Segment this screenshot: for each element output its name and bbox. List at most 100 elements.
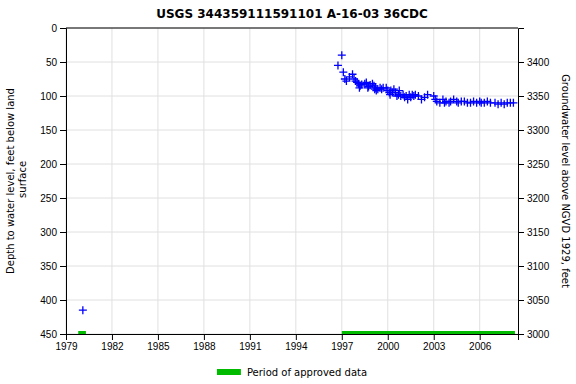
tick: 1991: [239, 334, 262, 352]
tick-mark: [60, 232, 66, 233]
legend: Period of approved data: [217, 367, 367, 378]
y-axis-label-line: surface: [17, 161, 28, 201]
legend-item: Period of approved data: [217, 367, 367, 378]
series: [78, 334, 515, 335]
tick-label: 1997: [331, 341, 354, 352]
tick-label: 3100: [527, 261, 550, 272]
tick-label: 450: [40, 329, 57, 340]
plot-area: 1979198219851988199119941997200020032006…: [5, 23, 571, 352]
tick: 1994: [285, 334, 308, 352]
legend-label: Period of approved data: [247, 367, 367, 378]
tick: 200: [40, 159, 66, 170]
grid-line-x: [479, 28, 480, 334]
axis-line: [60, 29, 67, 335]
legend-swatch: [217, 369, 241, 375]
grid-line-x: [157, 28, 158, 334]
tick-mark: [60, 164, 66, 165]
grid-line-y: [66, 232, 518, 233]
plus-marker: [476, 97, 484, 105]
tick: 0: [51, 23, 66, 34]
tick-label: 3150: [527, 227, 550, 238]
tick-mark: [60, 62, 66, 63]
plus-marker: [338, 51, 346, 59]
tick-label: 3050: [527, 295, 550, 306]
tick: 3400: [518, 57, 550, 68]
tick-label: 250: [40, 193, 57, 204]
grid-line-y: [66, 62, 518, 63]
tick-mark: [60, 130, 66, 131]
grid-line-x: [111, 28, 112, 334]
plus-marker: [334, 61, 342, 69]
tick: 1979: [55, 334, 78, 352]
plus-marker: [341, 75, 349, 83]
tick-mark: [60, 96, 66, 97]
grid-line-y: [66, 28, 518, 29]
y2-axis-label: Groundwater level above NGVD 1929, feet: [560, 74, 571, 288]
grid-line-x: [203, 28, 204, 334]
tick: 400: [40, 295, 66, 306]
tick: 350: [40, 261, 66, 272]
tick-label: 1979: [55, 341, 78, 352]
tick: 3050: [518, 295, 550, 306]
grid-line-x: [433, 28, 434, 334]
tick-label: 3300: [527, 125, 550, 136]
tick-label: 1985: [147, 341, 170, 352]
grid-line-x: [295, 28, 296, 334]
tick: 50: [46, 57, 66, 68]
tick-label: 3400: [527, 57, 550, 68]
tick-label: 350: [40, 261, 57, 272]
tick-label: 100: [40, 91, 57, 102]
grid-line-x: [341, 28, 342, 334]
tick-label: 1982: [101, 341, 124, 352]
tick-label: 1994: [285, 341, 308, 352]
tick-label: 400: [40, 295, 57, 306]
grid-line-y: [66, 164, 518, 165]
tick: 2000: [377, 334, 400, 352]
tick-mark: [296, 334, 297, 340]
tick-mark: [204, 334, 205, 340]
tick-label: 2000: [377, 341, 400, 352]
title: USGS 344359111591101 A-16-03 36CDC: [156, 7, 428, 21]
tick: 1982: [101, 334, 124, 352]
plus-marker: [395, 87, 403, 95]
tick-label: 2003: [423, 341, 446, 352]
tick-mark: [518, 130, 524, 131]
y-axis-label: Depth to water level, feet below land su…: [5, 88, 28, 274]
tick-label: 150: [40, 125, 57, 136]
tick: 100: [40, 91, 66, 102]
grid-line-x: [249, 28, 250, 334]
tick-mark: [518, 300, 524, 301]
tick-mark: [60, 28, 66, 29]
tick: 3300: [518, 125, 550, 136]
period-bar: [342, 331, 515, 334]
grid-line-y: [66, 96, 518, 97]
y-axis: 0 50 100 150 200 250 300 350 400 450: [40, 23, 66, 340]
grid-line-x: [387, 28, 388, 334]
plus-marker: [79, 306, 87, 314]
period-bar: [78, 331, 86, 334]
plus-marker: [509, 99, 517, 107]
tick-label: 300: [40, 227, 57, 238]
plus-marker: [378, 85, 386, 93]
tick-mark: [60, 266, 66, 267]
tick-label: 1988: [193, 341, 216, 352]
tick-label: 1991: [239, 341, 262, 352]
tick-mark: [518, 198, 524, 199]
tick: 3200: [518, 193, 550, 204]
tick-mark: [60, 334, 66, 335]
tick-mark: [388, 334, 389, 340]
grid-line-y: [66, 266, 518, 267]
tick: 250: [40, 193, 66, 204]
tick: 300: [40, 227, 66, 238]
grid-line-y: [66, 130, 518, 131]
tick-mark: [60, 300, 66, 301]
tick-label: 3000: [527, 329, 550, 340]
tick-mark: [518, 266, 524, 267]
tick-mark: [60, 198, 66, 199]
tick-mark: [250, 334, 251, 340]
plus-marker: [424, 91, 432, 99]
tick: 1997: [331, 334, 354, 352]
tick-label: 3350: [527, 91, 550, 102]
y2-axis: 300030503100315032003250330033503400: [518, 29, 550, 340]
axis-line: [519, 29, 525, 335]
